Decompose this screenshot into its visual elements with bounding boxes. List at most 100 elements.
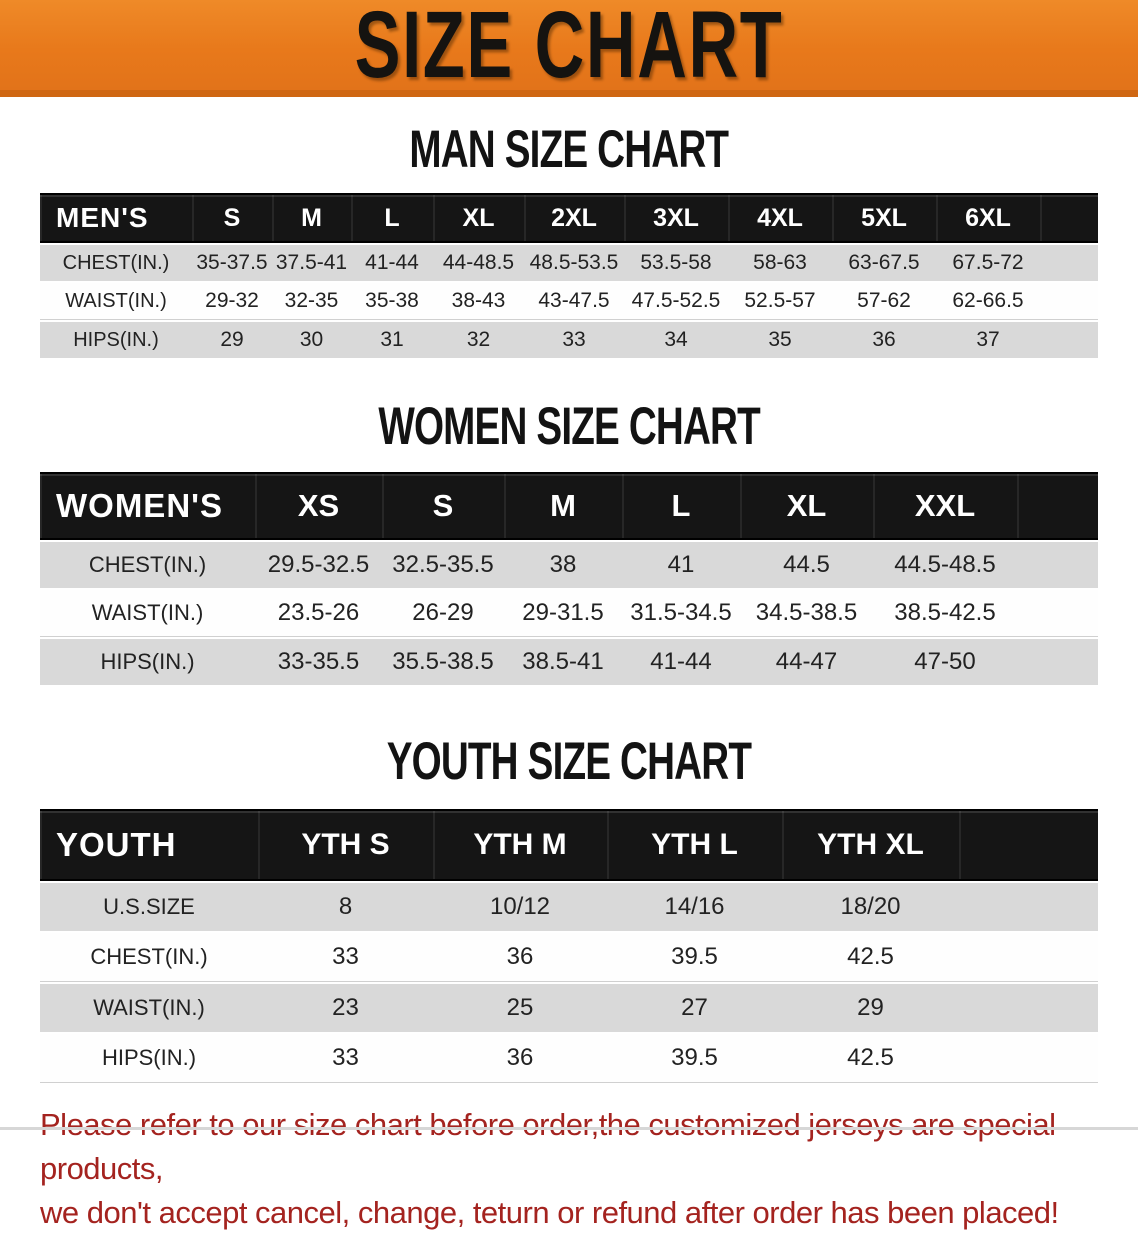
size-value-cell: 38.5-41 [504,637,622,687]
size-value-cell: 44-47 [740,637,873,687]
size-value-cell: 23 [258,982,433,1034]
measurement-row-label: U.S.SIZE [40,881,258,933]
row-filler [959,933,1098,982]
disclaimer-line-1: Please refer to our size chart before or… [40,1107,1056,1186]
table-row: CHEST(IN.) 35-37.5 37.5-41 41-44 44-48.5 48.5… [40,243,1098,283]
group-label: YOUTH [40,809,258,881]
group-label: WOMEN'S [40,472,255,540]
size-value-cell: 43-47.5 [524,283,624,320]
table-row: HIPS(IN.) 33-35.5 35.5-38.5 38.5-41 41-44 44-… [40,637,1098,687]
size-column-header: 6XL [936,193,1040,243]
men-size-table: MEN'S S M L XL 2XL 3XL 4XL 5XL 6XL CHEST(IN.) 35-37… [40,193,1098,360]
size-value-cell: 32 [433,320,524,360]
size-value-cell: 18/20 [782,881,959,933]
size-value-cell: 33 [258,933,433,982]
size-value-cell: 33 [258,1034,433,1083]
measurement-row-label: CHEST(IN.) [40,933,258,982]
size-value-cell: 48.5-53.5 [524,243,624,283]
size-column-header: XXL [873,472,1017,540]
size-value-cell: 32.5-35.5 [382,540,504,590]
size-column-header: S [382,472,504,540]
size-value-cell: 62-66.5 [936,283,1040,320]
size-value-cell: 39.5 [607,1034,782,1083]
measurement-row-label: WAIST(IN.) [40,590,255,637]
size-value-cell: 38-43 [433,283,524,320]
size-value-cell: 14/16 [607,881,782,933]
size-column-header: XL [740,472,873,540]
size-column-header: S [192,193,272,243]
size-value-cell: 34.5-38.5 [740,590,873,637]
size-value-cell: 38 [504,540,622,590]
size-value-cell: 44.5 [740,540,873,590]
size-value-cell: 29 [192,320,272,360]
size-column-header: 3XL [624,193,728,243]
size-value-cell: 31 [351,320,433,360]
header-filler [959,809,1098,881]
men-section-heading-text: MAN SIZE CHART [409,119,730,179]
disclaimer-line-2: we don't accept cancel, change, teturn o… [40,1195,1059,1230]
size-value-cell: 37 [936,320,1040,360]
table-row: WAIST(IN.) 23.5-26 26-29 29-31.5 31.5-34.5 34… [40,590,1098,637]
size-value-cell: 8 [258,881,433,933]
size-value-cell: 29 [782,982,959,1034]
size-column-header: L [622,472,740,540]
size-value-cell: 23.5-26 [255,590,382,637]
size-value-cell: 41-44 [622,637,740,687]
row-filler [1040,283,1098,320]
measurement-row-label: HIPS(IN.) [40,320,192,360]
size-value-cell: 36 [433,1034,607,1083]
disclaimer: Please refer to our size chart before or… [40,1103,1102,1235]
table-row: WAIST(IN.) 29-32 32-35 35-38 38-43 43-47.5 47.… [40,283,1098,320]
size-value-cell: 30 [272,320,351,360]
size-value-cell: 38.5-42.5 [873,590,1017,637]
size-column-header: M [504,472,622,540]
size-value-cell: 27 [607,982,782,1034]
size-value-cell: 33-35.5 [255,637,382,687]
row-filler [1040,320,1098,360]
size-value-cell: 37.5-41 [272,243,351,283]
size-column-header: YTH XL [782,809,959,881]
row-filler [1017,637,1098,687]
size-value-cell: 29-31.5 [504,590,622,637]
size-value-cell: 39.5 [607,933,782,982]
size-column-header: YTH M [433,809,607,881]
size-value-cell: 53.5-58 [624,243,728,283]
youth-section: YOUTH SIZE CHART YOUTH YTH S YTH M YTH L YTH… [0,731,1138,1083]
row-filler [1040,243,1098,283]
size-value-cell: 25 [433,982,607,1034]
table-row: WAIST(IN.) 23 25 27 29 [40,982,1098,1034]
row-filler [1017,540,1098,590]
size-value-cell: 63-67.5 [832,243,936,283]
size-column-header: YTH S [258,809,433,881]
size-column-header: XS [255,472,382,540]
size-value-cell: 33 [524,320,624,360]
size-value-cell: 35 [728,320,832,360]
size-value-cell: 57-62 [832,283,936,320]
size-table-header-row: YOUTH YTH S YTH M YTH L YTH XL [40,809,1098,881]
size-value-cell: 41-44 [351,243,433,283]
banner: SIZE CHART [0,0,1138,97]
youth-size-table: YOUTH YTH S YTH M YTH L YTH XL U.S.SIZE 8 10/12… [40,809,1098,1083]
youth-section-heading: YOUTH SIZE CHART [0,731,1138,790]
size-value-cell: 44-48.5 [433,243,524,283]
measurement-row-label: CHEST(IN.) [40,540,255,590]
size-column-header: XL [433,193,524,243]
women-size-table: WOMEN'S XS S M L XL XXL CHEST(IN.) 29.5-32.5 32.5… [40,472,1098,687]
size-value-cell: 26-29 [382,590,504,637]
header-filler [1040,193,1098,243]
table-row: U.S.SIZE 8 10/12 14/16 18/20 [40,881,1098,933]
size-table-header-row: WOMEN'S XS S M L XL XXL [40,472,1098,540]
women-section: WOMEN SIZE CHART WOMEN'S XS S M L XL XXL CHEST(… [0,396,1138,687]
size-value-cell: 36 [433,933,607,982]
measurement-row-label: HIPS(IN.) [40,637,255,687]
size-value-cell: 67.5-72 [936,243,1040,283]
size-table-header-row: MEN'S S M L XL 2XL 3XL 4XL 5XL 6XL [40,193,1098,243]
women-section-heading-text: WOMEN SIZE CHART [378,396,760,456]
row-filler [959,881,1098,933]
size-value-cell: 47.5-52.5 [624,283,728,320]
size-column-header: 4XL [728,193,832,243]
women-section-heading: WOMEN SIZE CHART [0,396,1138,455]
size-value-cell: 35-38 [351,283,433,320]
header-filler [1017,472,1098,540]
size-value-cell: 29.5-32.5 [255,540,382,590]
